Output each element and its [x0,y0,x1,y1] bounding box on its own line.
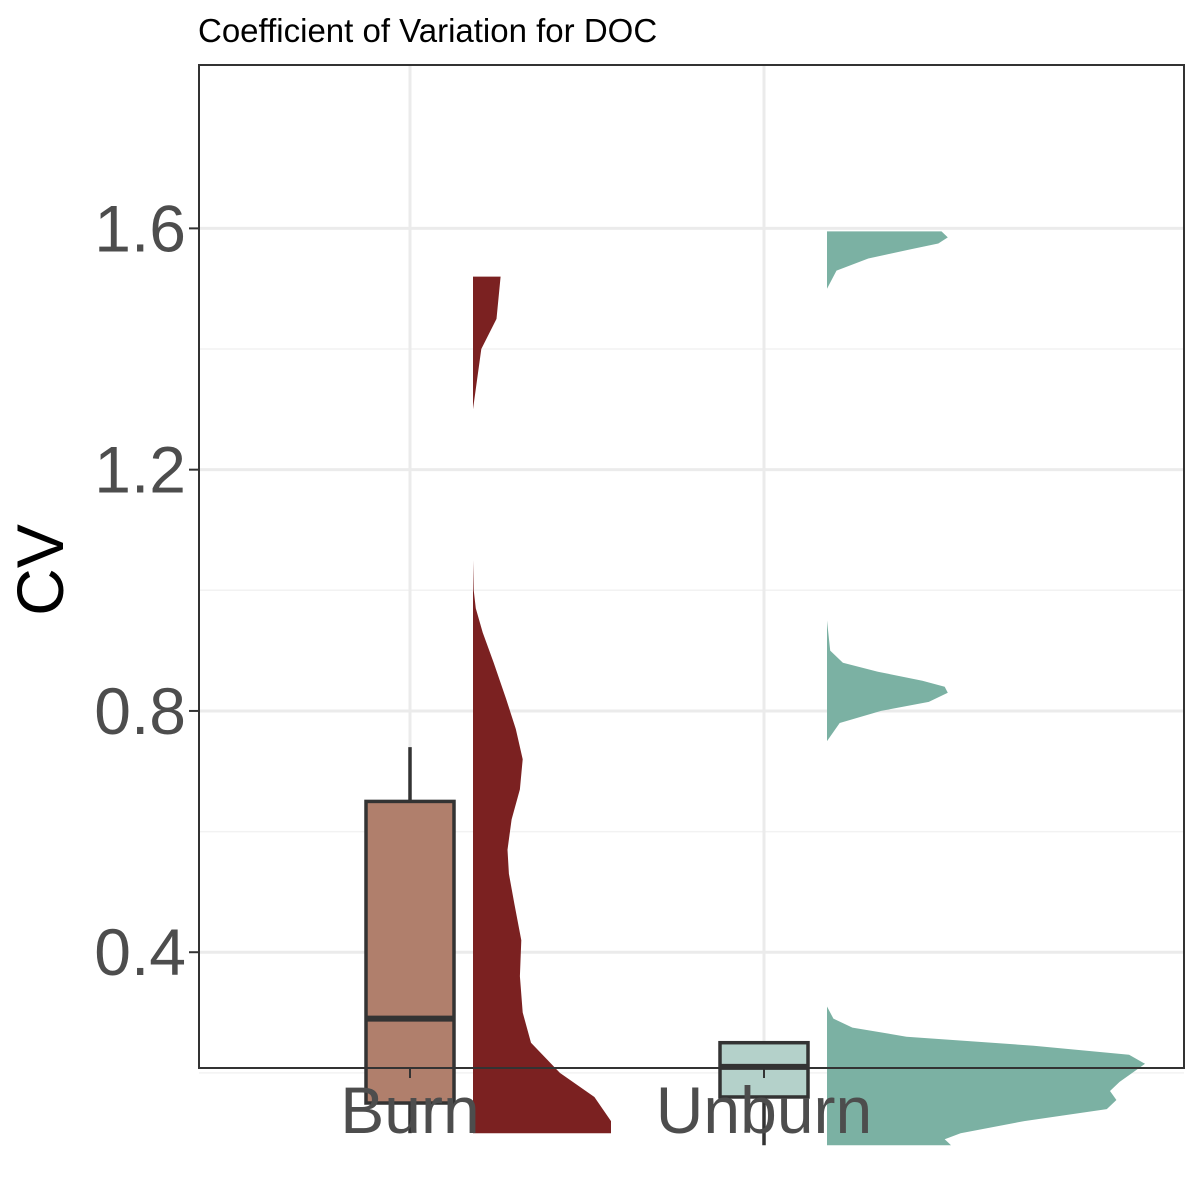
x-tick-label-unburn: Unburn [656,1073,872,1147]
chart-title: Coefficient of Variation for DOC [198,12,657,49]
y-tick-label: 0.8 [94,674,186,748]
y-tick-label: 0.4 [94,915,186,989]
box-iqr-burn [364,799,456,1105]
y-tick-label: 1.2 [94,433,186,507]
x-tick-label-burn: Burn [340,1073,479,1147]
y-axis-label: CV [3,524,77,616]
plot-marks [364,231,1145,1146]
panel-border [198,64,1185,1069]
axis-ticks: 0.4 0.8 1.2 1.6 Burn Unburn [94,191,872,1147]
y-tick-label: 1.6 [94,191,186,265]
density-cloud-unburn [827,231,1145,1146]
density-cloud-burn [473,276,611,1134]
group-burn [364,276,611,1134]
